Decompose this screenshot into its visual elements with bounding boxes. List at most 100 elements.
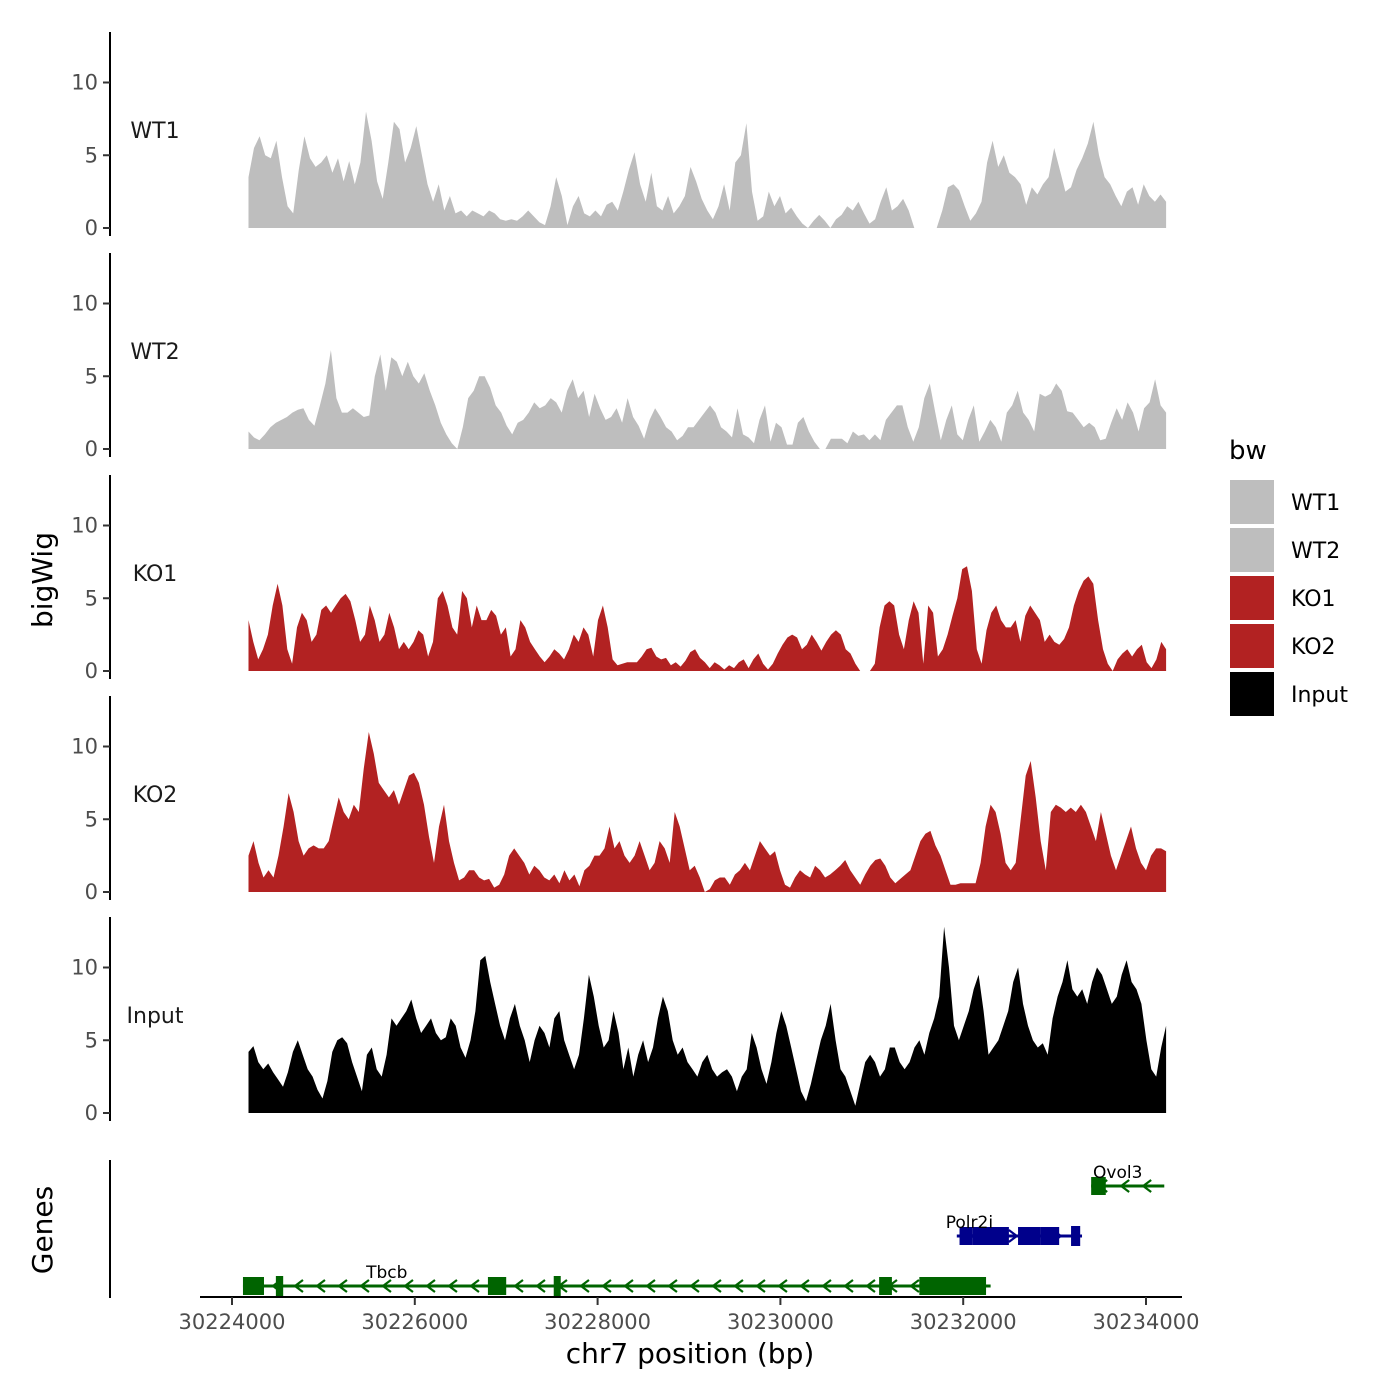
gene-exon [1091,1177,1106,1195]
gene-exon [919,1277,987,1295]
track-label: KO2 [133,783,178,808]
x-tick-label: 30226000 [361,1310,468,1334]
strand-arrow [293,1279,304,1293]
x-axis-title: chr7 position (bp) [566,1337,815,1370]
y-tick-label: 5 [85,364,98,388]
y-tick-label: 5 [85,807,98,831]
strand-arrow [601,1279,612,1293]
strand-arrow [909,1279,920,1293]
legend: bw WT1 WT2 KO1 KO2 Input [1229,436,1348,716]
track-ko1: 0 5 10 KO1 [71,475,1167,683]
y-tick-label: 10 [71,735,98,759]
gene-exon [1071,1226,1081,1246]
strand-arrow [469,1279,480,1293]
gene-label: Polr2i [946,1213,993,1233]
legend-key-ko1 [1230,576,1274,620]
strand-arrow [447,1279,458,1293]
strand-arrow [689,1279,700,1293]
x-tick-label: 30234000 [1093,1310,1200,1334]
strand-arrow [755,1279,766,1293]
strand-arrow [645,1279,656,1293]
gene-exon [275,1276,284,1296]
strand-arrow [1141,1179,1152,1193]
y-tick-label: 0 [85,1101,98,1125]
strand-arrow [843,1279,854,1293]
y-tick-label: 0 [85,659,98,683]
gene-annotation-track: Tbcb Polr2i Ovol3 [109,1160,1165,1298]
coverage-area-input [248,926,1167,1113]
strand-arrow [535,1279,546,1293]
strand-arrow [1119,1179,1130,1193]
gene-exon [553,1276,561,1296]
gene-exon [242,1277,264,1295]
x-tick-label: 30224000 [179,1310,286,1334]
gene-tbcb: Tbcb [242,1263,991,1296]
x-tick-label: 30230000 [727,1310,834,1334]
x-tick-label: 30232000 [910,1310,1017,1334]
coverage-area-wt2 [248,350,1167,449]
track-input: 0 5 10 Input [71,917,1167,1125]
strand-arrow [865,1279,876,1293]
legend-key-ko2 [1230,624,1274,668]
strand-arrow [799,1279,810,1293]
gene-exon [1040,1227,1060,1245]
strand-arrow [777,1279,788,1293]
x-tick-label: 30228000 [544,1310,651,1334]
track-label: Input [127,1004,184,1029]
bigwig-tracks: 0 5 10 WT1 0 5 10 WT2 0 5 10 KO1 0 5 10 KO2 0 5 10 Input [71,32,1167,1125]
gene-exon [959,1227,973,1245]
legend-label: Input [1291,683,1348,708]
strand-arrow [623,1279,634,1293]
gene-label: Ovol3 [1093,1163,1142,1183]
y-tick-label: 10 [71,514,98,538]
strand-arrow [579,1279,590,1293]
strand-arrow [337,1279,348,1293]
strand-arrow [711,1279,722,1293]
track-label: KO1 [133,562,178,587]
track-wt2: 0 5 10 WT2 [71,253,1167,461]
strand-arrow [667,1279,678,1293]
strand-arrow [821,1279,832,1293]
legend-key-input [1230,672,1274,716]
coverage-area-ko1 [248,566,1167,671]
track-wt1: 0 5 10 WT1 [71,32,1167,240]
gene-ovol3: Ovol3 [1091,1163,1165,1195]
strand-arrow [513,1279,524,1293]
genes-axis-title: Genes [26,1186,59,1274]
track-label: WT1 [130,119,179,144]
gene-exon [487,1277,507,1295]
y-tick-label: 5 [85,1028,98,1052]
track-label: WT2 [130,340,179,365]
strand-arrow [381,1279,392,1293]
y-axis-title: bigWig [26,532,59,628]
y-tick-label: 5 [85,586,98,610]
legend-label: WT1 [1291,491,1340,516]
legend-key-wt2 [1230,528,1274,572]
strand-arrow [315,1279,326,1293]
legend-title: bw [1229,436,1267,466]
gene-exon [972,1227,1009,1245]
gene-polr2i: Polr2i [946,1213,1083,1246]
gene-exon [1018,1227,1041,1245]
y-tick-label: 5 [85,143,98,167]
y-tick-label: 10 [71,956,98,980]
y-tick-label: 0 [85,216,98,240]
y-tick-label: 0 [85,880,98,904]
y-tick-label: 0 [85,437,98,461]
gene-label: Tbcb [365,1263,407,1283]
coverage-area-wt1 [248,111,1167,228]
strand-arrow [425,1279,436,1293]
y-tick-label: 10 [71,71,98,95]
strand-arrow [359,1279,370,1293]
legend-label: KO1 [1291,587,1336,612]
strand-arrow [733,1279,744,1293]
y-tick-label: 10 [71,292,98,316]
gene-exon [879,1277,892,1295]
coverage-area-ko2 [248,732,1167,892]
track-ko2: 0 5 10 KO2 [71,696,1167,904]
legend-key-wt1 [1230,480,1274,524]
legend-label: KO2 [1291,635,1336,660]
strand-arrow [403,1279,414,1293]
strand-arrow [1008,1229,1019,1243]
